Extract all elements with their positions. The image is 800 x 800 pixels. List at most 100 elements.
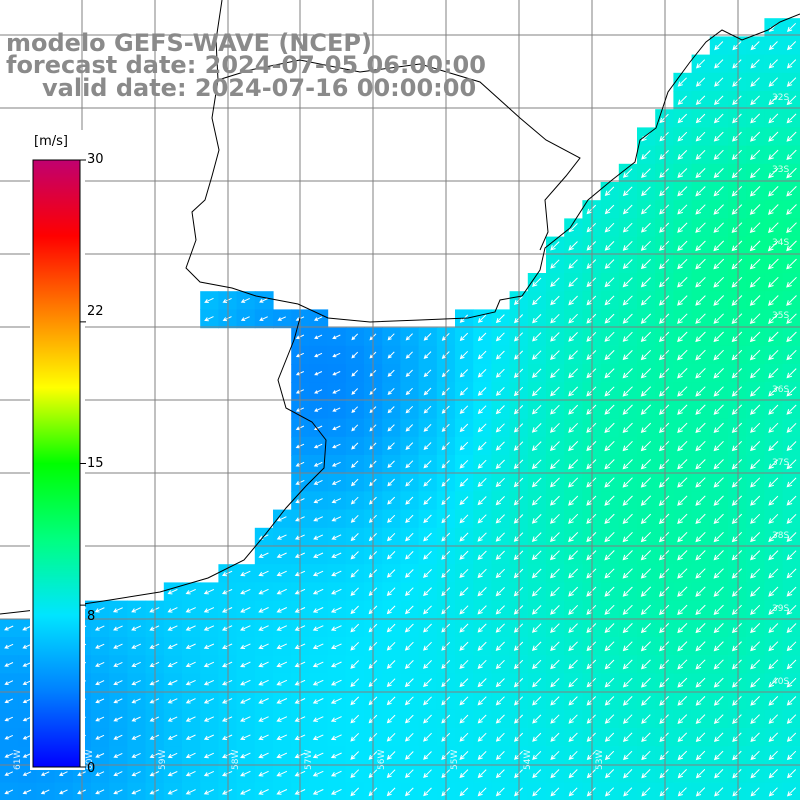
wind-arrow — [477, 751, 487, 760]
wind-arrow — [350, 660, 360, 669]
wind-arrow — [477, 496, 487, 506]
wind-arrow — [550, 241, 560, 251]
wind-arrow — [113, 661, 123, 667]
wind-arrow — [604, 586, 615, 597]
wind-arrow — [658, 404, 670, 415]
wind-arrow — [695, 477, 706, 488]
wind-arrow — [623, 750, 633, 761]
wind-arrow — [550, 259, 560, 269]
wind-arrow — [713, 696, 724, 706]
wind-arrow — [622, 313, 633, 324]
wind-arrow — [332, 389, 341, 394]
wind-arrow — [568, 241, 578, 251]
wind-arrow — [786, 167, 797, 179]
wind-arrow — [167, 643, 178, 649]
wind-arrow — [312, 752, 324, 759]
wind-arrow — [622, 277, 633, 288]
wind-arrow — [786, 149, 797, 161]
wind-arrow — [4, 734, 14, 740]
wind-arrow — [423, 333, 432, 341]
wind-arrow — [405, 478, 414, 487]
wind-arrow — [405, 514, 414, 524]
lat-label: 40S — [772, 677, 789, 687]
wind-arrow — [658, 531, 670, 543]
wind-arrow — [659, 113, 669, 124]
wind-arrow — [659, 769, 669, 779]
wind-arrow — [658, 349, 670, 361]
wind-arrow — [659, 131, 669, 142]
wind-arrow — [495, 459, 505, 469]
wind-arrow — [641, 714, 651, 724]
wind-arrow — [786, 696, 797, 706]
wind-arrow — [568, 441, 579, 452]
wind-arrow — [786, 568, 797, 579]
wind-arrow — [4, 771, 14, 776]
wind-arrow — [477, 350, 487, 360]
wind-arrow — [459, 714, 469, 724]
wind-arrow — [677, 422, 688, 434]
wind-arrow — [312, 607, 324, 613]
wind-arrow — [604, 350, 615, 361]
wind-arrow — [330, 607, 342, 613]
lon-label: 60W — [85, 750, 95, 770]
wind-arrow — [658, 459, 670, 470]
wind-arrow — [731, 422, 743, 434]
wind-arrow — [713, 240, 725, 252]
wind-arrow — [313, 498, 323, 504]
wind-arrow — [786, 477, 797, 488]
wind-arrow — [423, 769, 432, 779]
wind-arrow — [768, 568, 779, 579]
wind-arrow — [350, 587, 359, 596]
wind-arrow — [203, 752, 215, 759]
wind-arrow — [568, 696, 578, 706]
wind-arrow — [768, 131, 779, 142]
wind-arrow — [604, 277, 615, 288]
wind-arrow — [604, 623, 615, 634]
wind-arrow — [312, 679, 324, 686]
wind-arrow — [786, 659, 797, 670]
wind-arrow — [276, 625, 288, 631]
wind-arrow — [351, 442, 359, 450]
wind-arrow — [312, 734, 324, 741]
wind-arrow — [604, 241, 615, 251]
wind-arrow — [240, 607, 251, 613]
wind-arrow — [477, 623, 487, 633]
wind-arrow — [658, 586, 670, 597]
wind-arrow — [167, 680, 178, 686]
wind-arrow — [658, 550, 670, 561]
wind-arrow — [459, 678, 469, 688]
wind-arrow — [658, 295, 670, 306]
wind-arrow — [495, 751, 505, 760]
wind-arrow — [622, 295, 633, 306]
wind-arrow — [404, 751, 414, 760]
wind-arrow — [713, 495, 724, 506]
wind-arrow — [386, 769, 396, 779]
wind-arrow — [767, 204, 779, 215]
wind-arrow — [568, 641, 578, 652]
wind-arrow — [677, 513, 688, 525]
wind-arrow — [22, 771, 32, 776]
wind-arrow — [387, 406, 395, 414]
wind-arrow — [731, 295, 743, 306]
wind-arrow — [786, 77, 797, 87]
wind-arrow — [332, 407, 341, 412]
wind-arrow — [22, 716, 32, 722]
wind-arrow — [351, 460, 359, 468]
wind-arrow — [550, 350, 560, 360]
wind-arrow — [677, 440, 688, 452]
wind-arrow — [695, 586, 706, 597]
wind-arrow — [459, 350, 469, 360]
wind-arrow — [768, 513, 779, 524]
wind-arrow — [313, 461, 323, 467]
wind-arrow — [22, 662, 32, 667]
wind-arrow — [568, 386, 579, 397]
wind-arrow — [113, 698, 123, 704]
wind-arrow — [732, 696, 742, 706]
wind-arrow — [677, 222, 688, 233]
wind-arrow — [240, 661, 251, 668]
wind-arrow — [604, 495, 615, 506]
wind-arrows — [4, 22, 797, 797]
wind-arrow — [731, 222, 743, 234]
wind-arrow — [659, 186, 670, 197]
